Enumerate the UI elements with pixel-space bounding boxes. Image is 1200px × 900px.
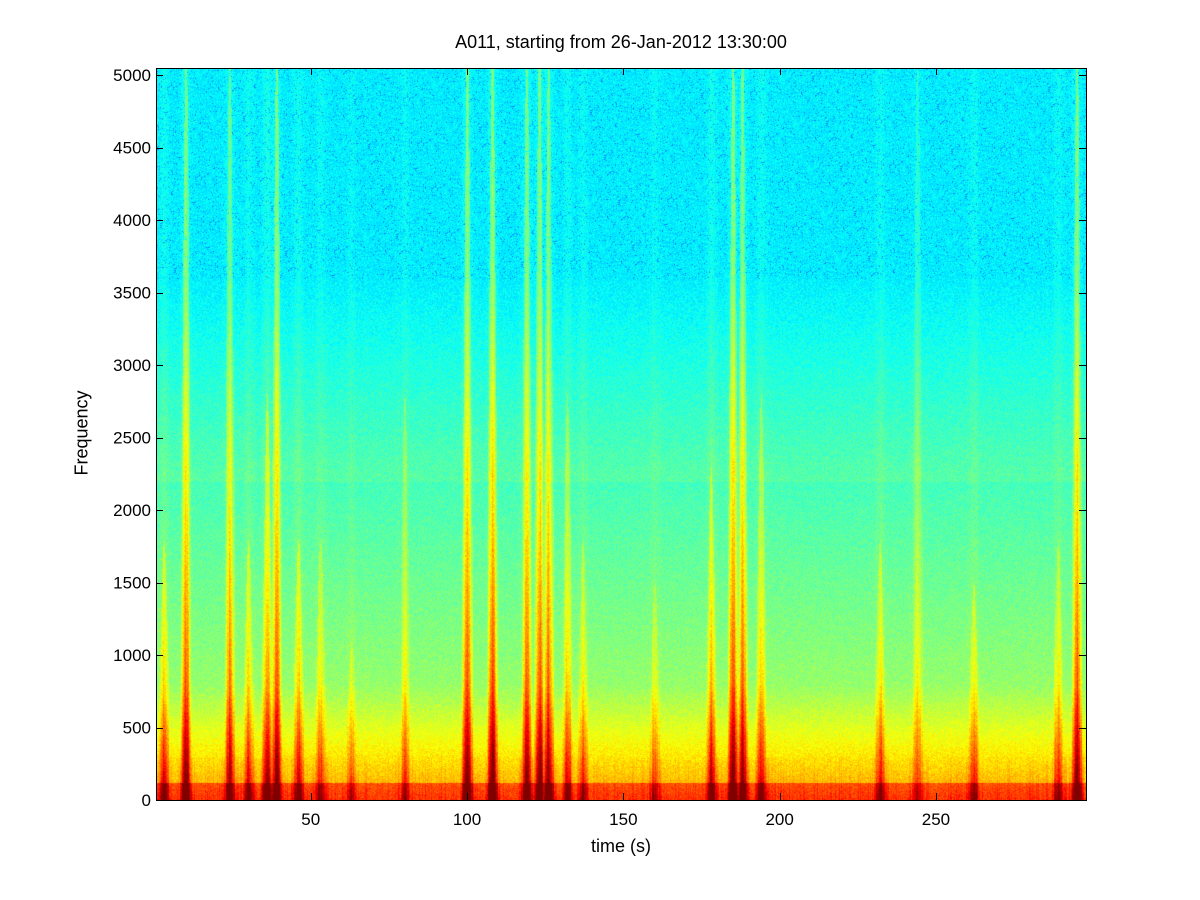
plot-area <box>156 68 1086 800</box>
y-tick-label: 4500 <box>113 139 151 158</box>
y-axis-label: Frequency <box>71 390 92 476</box>
y-tick-label: 0 <box>142 791 151 810</box>
spectrogram-heatmap <box>156 68 1086 800</box>
y-tick-label: 1000 <box>113 646 151 665</box>
x-tick-label: 200 <box>765 810 793 829</box>
x-ticks: 50 100 150 200 250 <box>301 68 950 829</box>
x-axis-label: time (s) <box>591 836 651 856</box>
x-tick-label: 100 <box>453 810 481 829</box>
x-tick-label: 250 <box>922 810 950 829</box>
axes-box <box>156 68 1087 801</box>
y-ticks: 0 500 1000 1500 2000 2500 3000 3500 4000 4500 5000 <box>113 66 1086 810</box>
y-tick-label: 3500 <box>113 284 151 303</box>
y-tick-label: 3000 <box>113 356 151 375</box>
y-tick-label: 4000 <box>113 211 151 230</box>
y-tick-label: 5000 <box>113 66 151 85</box>
y-tick-label: 2500 <box>113 429 151 448</box>
y-tick-label: 500 <box>123 719 151 738</box>
y-tick-label: 2000 <box>113 501 151 520</box>
chart-title: A011, starting from 26-Jan-2012 13:30:00 <box>455 32 787 52</box>
x-tick-label: 50 <box>301 810 320 829</box>
y-tick-label: 1500 <box>113 574 151 593</box>
x-tick-label: 150 <box>609 810 637 829</box>
